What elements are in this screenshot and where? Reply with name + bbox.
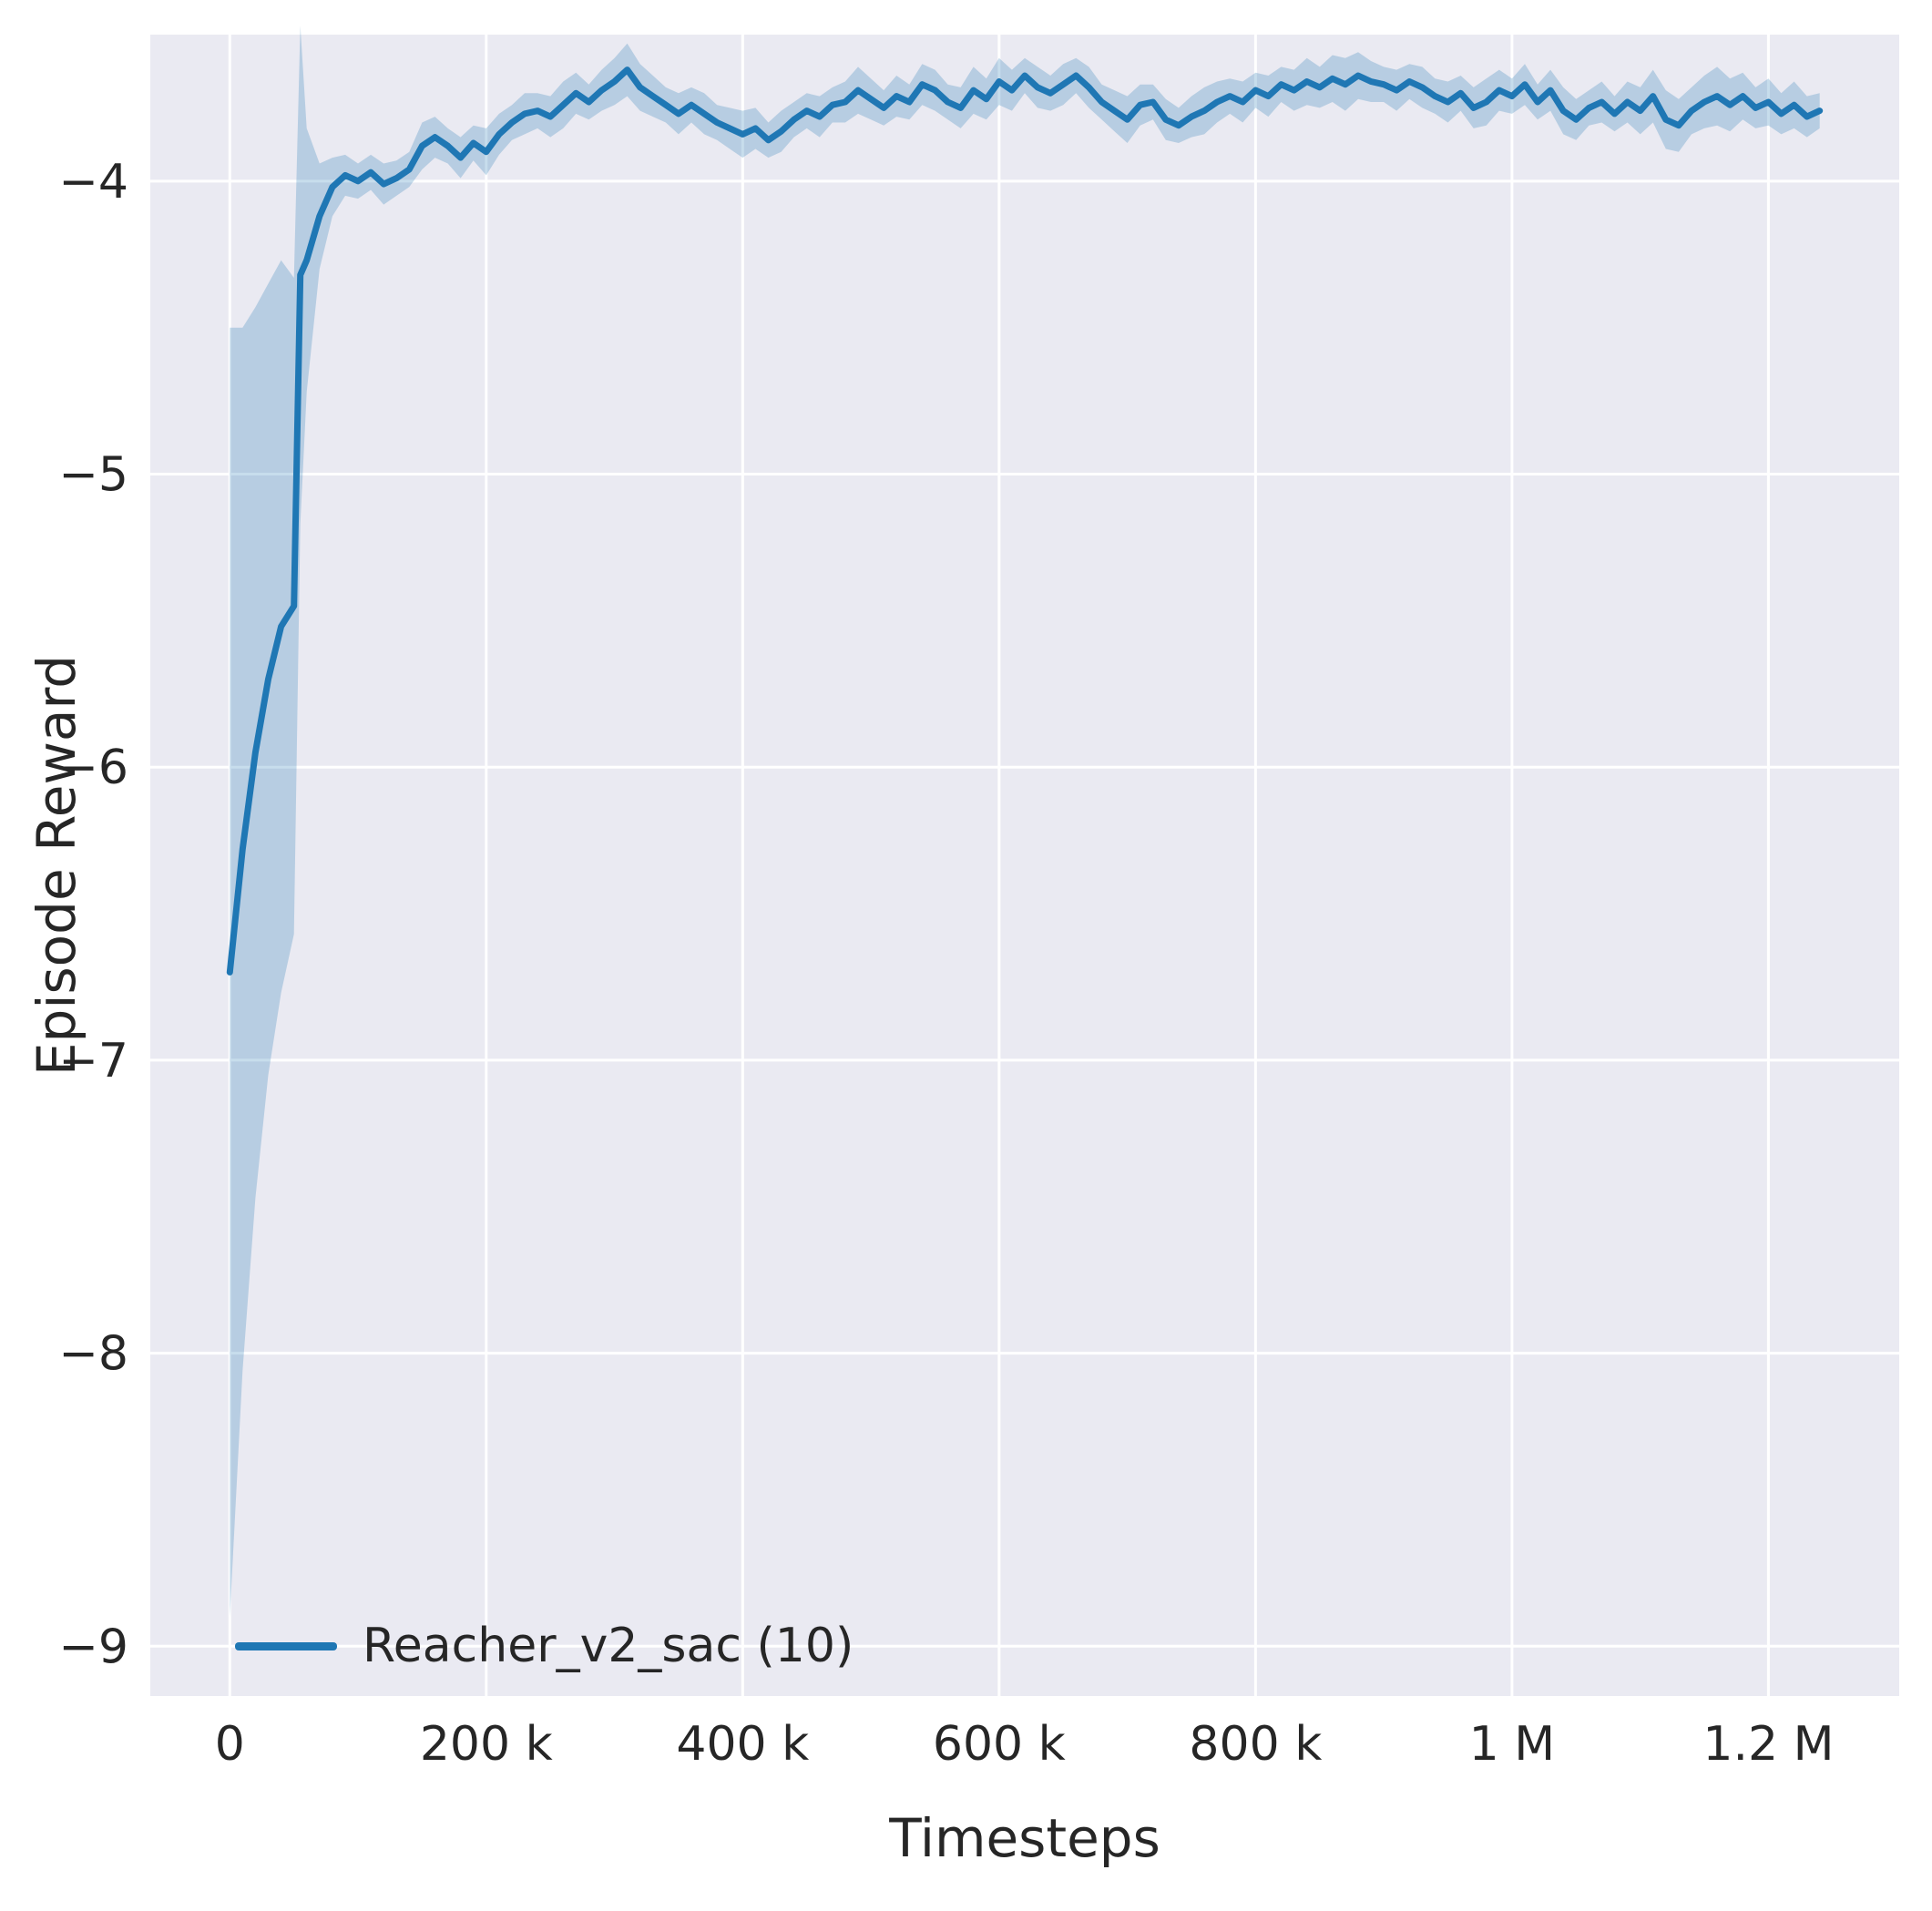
y-axis-label: Episode Reward — [26, 654, 87, 1077]
x-tick-label: 0 — [215, 1717, 245, 1772]
legend-line-swatch — [235, 1641, 337, 1650]
series-line — [226, 66, 1824, 976]
y-tick-label: −5 — [58, 448, 128, 503]
x-tick-label: 200 k — [420, 1717, 553, 1772]
x-tick-label: 400 k — [676, 1717, 809, 1772]
x-tick-label: 1.2 M — [1702, 1717, 1834, 1772]
x-axis-label: Timesteps — [889, 1807, 1160, 1869]
legend-label: Reacher_v2_sac (10) — [363, 1619, 854, 1673]
x-tick-label: 1 M — [1469, 1717, 1555, 1772]
legend: Reacher_v2_sac (10) — [235, 1614, 854, 1678]
y-tick-label: −6 — [58, 741, 128, 795]
x-tick-label: 600 k — [933, 1717, 1066, 1772]
y-tick-label: −9 — [58, 1620, 128, 1674]
y-tick-label: −7 — [58, 1034, 128, 1088]
plot-background — [150, 35, 1899, 1696]
y-tick-label: −4 — [58, 155, 128, 209]
x-tick-label: 800 k — [1189, 1717, 1322, 1772]
y-tick-label: −8 — [58, 1327, 128, 1382]
